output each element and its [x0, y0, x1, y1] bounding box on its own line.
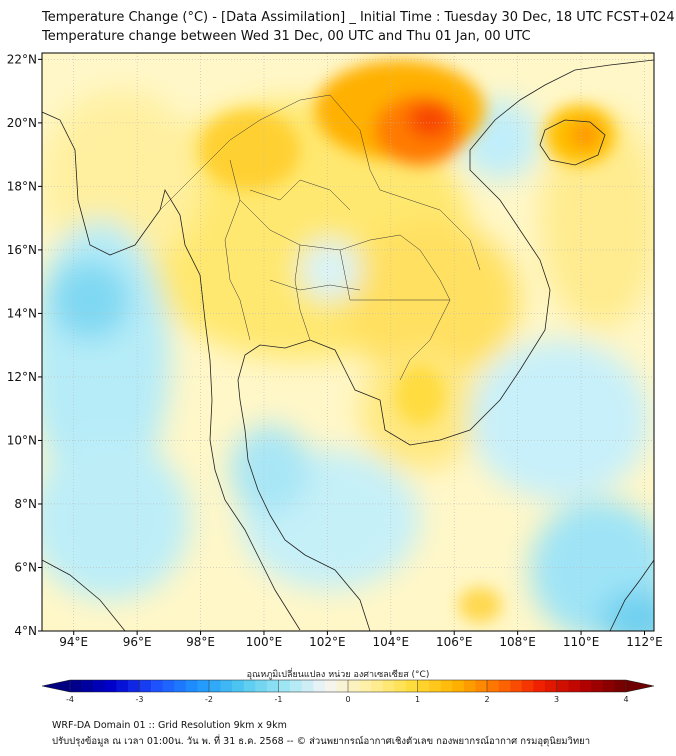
longitude-ticks: 94°E 96°E 98°E 100°E 102°E 104°E 106°E 108°E 110…: [59, 631, 663, 649]
colorbar-swatch: [348, 680, 360, 692]
colorbar-swatch: [243, 680, 256, 692]
lon-tick-label: 108°E: [499, 635, 536, 649]
lat-tick-label: 8°N: [14, 497, 37, 511]
lon-tick-label: 104°E: [373, 635, 410, 649]
colorbar-swatch: [359, 680, 372, 692]
colorbar-swatch: [429, 680, 441, 692]
colorbar-swatch: [139, 680, 152, 692]
colorbar-tick-label: 1: [415, 695, 420, 704]
lat-tick-label: 6°N: [14, 560, 37, 574]
colorbar-swatch: [452, 680, 465, 692]
colorbar-swatch: [568, 680, 580, 692]
colorbar-tick-label: 2: [484, 695, 489, 704]
colorbar-swatch: [405, 680, 418, 692]
colorbar-swatch: [104, 680, 117, 692]
colorbar-swatch: [313, 680, 326, 692]
colorbar-tick-label: 4: [623, 695, 628, 704]
colorbar-swatch: [556, 680, 569, 692]
lat-tick-label: 20°N: [7, 116, 37, 130]
colorbar-tick-label: -4: [66, 695, 74, 704]
graticule: [42, 53, 654, 631]
colorbar-min-arrow: [42, 680, 70, 692]
colorbar-swatch: [278, 680, 291, 692]
colorbar-swatch: [162, 680, 175, 692]
colorbar-swatch: [394, 680, 407, 692]
colorbar-swatch: [602, 680, 615, 692]
colorbar-swatch: [93, 680, 106, 692]
colorbar-swatch: [382, 680, 395, 692]
lat-tick-label: 14°N: [7, 306, 37, 320]
colorbar-swatch: [498, 680, 511, 692]
colorbar-swatch: [232, 680, 245, 692]
colorbar-tick-label: 3: [554, 695, 559, 704]
colorbar-swatch: [591, 680, 604, 692]
colorbar-swatch: [510, 680, 523, 692]
colorbar-tick-label: -1: [275, 695, 283, 704]
colorbar-swatch: [544, 680, 557, 692]
colorbar-swatch: [579, 680, 592, 692]
borders: [159, 94, 481, 381]
lat-tick-label: 4°N: [14, 624, 37, 638]
colorbar-max-arrow: [626, 680, 654, 692]
colorbar-swatch: [301, 680, 314, 692]
footer-credit: ปรับปรุงข้อมูล ณ เวลา 01:00น. วัน พ. ที่…: [52, 736, 591, 747]
colorbar-swatch: [463, 680, 476, 692]
footer-model-info: WRF-DA Domain 01 :: Grid Resolution 9km …: [52, 720, 287, 731]
colorbar-swatch: [614, 680, 627, 692]
colorbar-swatch: [70, 680, 82, 692]
lon-tick-label: 96°E: [123, 635, 152, 649]
colorbar-swatch: [371, 680, 384, 692]
lon-tick-label: 100°E: [246, 635, 283, 649]
colorbar-tick-label: -3: [136, 695, 144, 704]
colorbar-swatch: [487, 680, 499, 692]
colorbar-swatch: [533, 680, 546, 692]
lon-tick-label: 110°E: [563, 635, 600, 649]
colorbar-swatch: [185, 680, 198, 692]
latitude-ticks: 22°N 20°N 18°N 16°N 14°N 12°N 10°N 8°N 6°N 4°N: [7, 52, 42, 638]
colorbar-swatch: [475, 680, 488, 692]
colorbar-swatch: [220, 680, 233, 692]
colorbar-swatch: [127, 680, 140, 692]
colorbar-swatch: [151, 680, 163, 692]
lat-tick-label: 22°N: [7, 52, 37, 66]
colorbar-swatch: [197, 680, 210, 692]
colorbar-swatch: [255, 680, 268, 692]
colorbar-swatch: [116, 680, 129, 692]
map-title: Temperature Change (°C) - [Data Assimila…: [42, 10, 675, 25]
lon-tick-label: 112°E: [626, 635, 663, 649]
colorbar-label: อุณหภูมิเปลี่ยนแปลง หน่วย องศาเซลเซียส (…: [246, 670, 430, 680]
colorbar-swatch: [290, 680, 302, 692]
lat-tick-label: 12°N: [7, 370, 37, 384]
lat-tick-label: 16°N: [7, 243, 37, 257]
colorbar-swatch: [336, 680, 349, 692]
lon-tick-label: 102°E: [309, 635, 346, 649]
colorbar-swatch: [324, 680, 337, 692]
colorbar-swatch: [266, 680, 279, 692]
lon-tick-label: 98°E: [186, 635, 215, 649]
colorbar-tick-label: 0: [345, 695, 350, 704]
lat-tick-label: 10°N: [7, 433, 37, 447]
colorbar-swatch: [521, 680, 534, 692]
lon-tick-label: 94°E: [59, 635, 88, 649]
coastlines: [42, 59, 654, 631]
colorbar-swatch: [440, 680, 453, 692]
temperature-field: [42, 53, 654, 631]
lat-tick-label: 18°N: [7, 179, 37, 193]
lon-tick-label: 106°E: [436, 635, 473, 649]
colorbar: -4 -3 -2 -1 0 1 2 3 4: [41, 679, 655, 704]
plot-frame: [41, 52, 655, 632]
colorbar-swatch: [209, 680, 221, 692]
map-subtitle: Temperature change between Wed 31 Dec, 0…: [42, 29, 531, 44]
colorbar-swatch: [417, 680, 430, 692]
colorbar-swatch: [81, 680, 94, 692]
colorbar-tick-label: -2: [205, 695, 213, 704]
colorbar-swatch: [174, 680, 187, 692]
